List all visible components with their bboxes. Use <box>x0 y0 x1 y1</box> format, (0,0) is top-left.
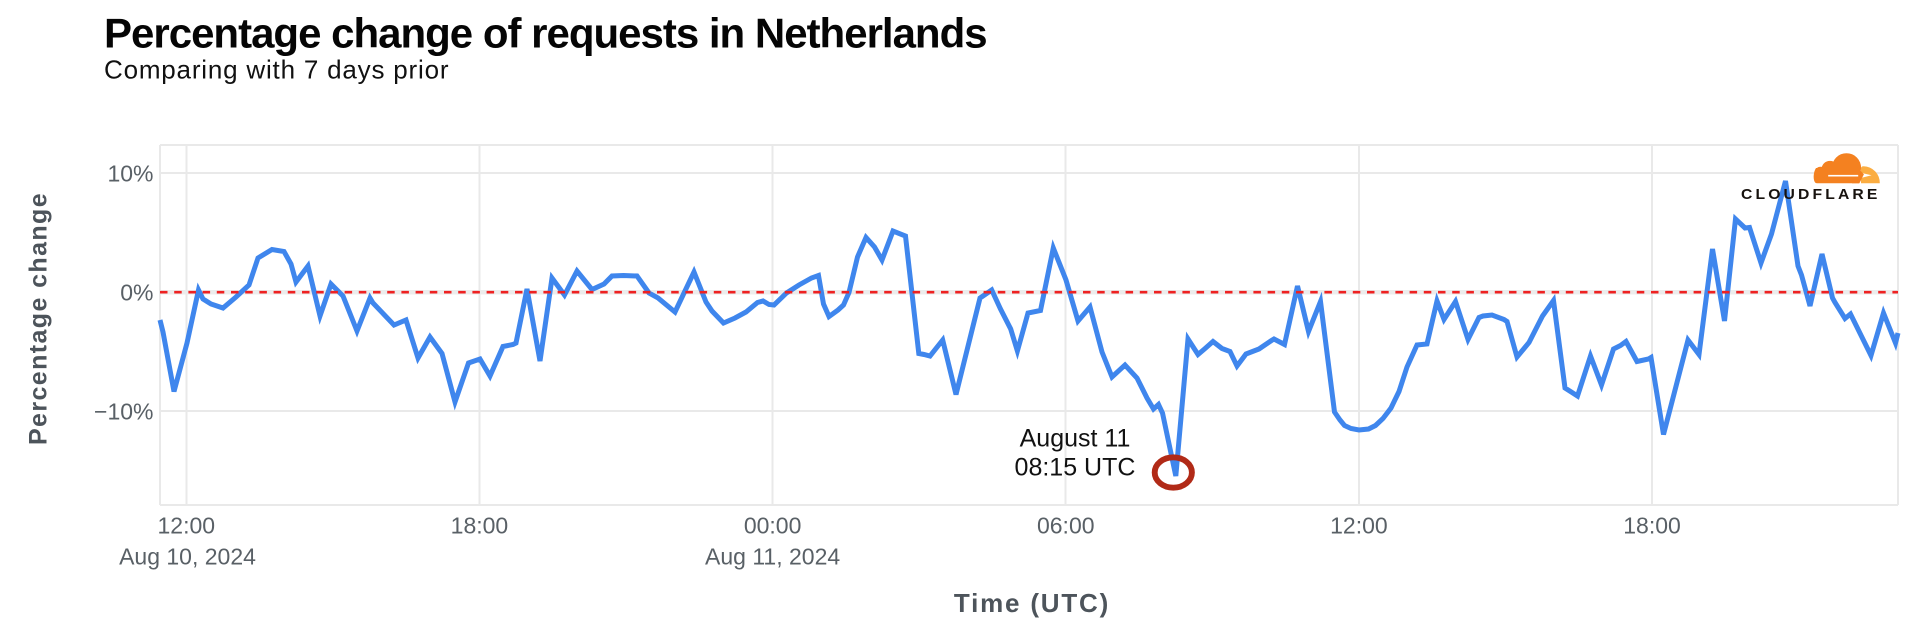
svg-text:10%: 10% <box>107 161 153 187</box>
svg-text:12:00: 12:00 <box>1330 513 1388 539</box>
svg-text:18:00: 18:00 <box>1623 513 1681 539</box>
svg-text:06:00: 06:00 <box>1037 513 1095 539</box>
svg-text:12:00: 12:00 <box>158 513 216 539</box>
svg-text:Aug 11, 2024: Aug 11, 2024 <box>705 544 840 570</box>
svg-text:Aug 10, 2024: Aug 10, 2024 <box>119 544 256 570</box>
svg-text:−10%: −10% <box>94 399 153 425</box>
svg-text:Percentage change of requests: Percentage change of requests in Netherl… <box>104 10 987 57</box>
svg-text:0%: 0% <box>120 280 153 306</box>
svg-text:Percentage change: Percentage change <box>25 192 53 445</box>
svg-text:00:00: 00:00 <box>744 513 802 539</box>
svg-text:Comparing with 7 days prior: Comparing with 7 days prior <box>104 55 449 85</box>
svg-text:Time (UTC): Time (UTC) <box>954 588 1110 618</box>
svg-text:August 11: August 11 <box>1020 425 1131 453</box>
svg-text:08:15 UTC: 08:15 UTC <box>1015 454 1136 482</box>
svg-text:18:00: 18:00 <box>451 513 509 539</box>
svg-text:CLOUDFLARE: CLOUDFLARE <box>1741 186 1881 203</box>
